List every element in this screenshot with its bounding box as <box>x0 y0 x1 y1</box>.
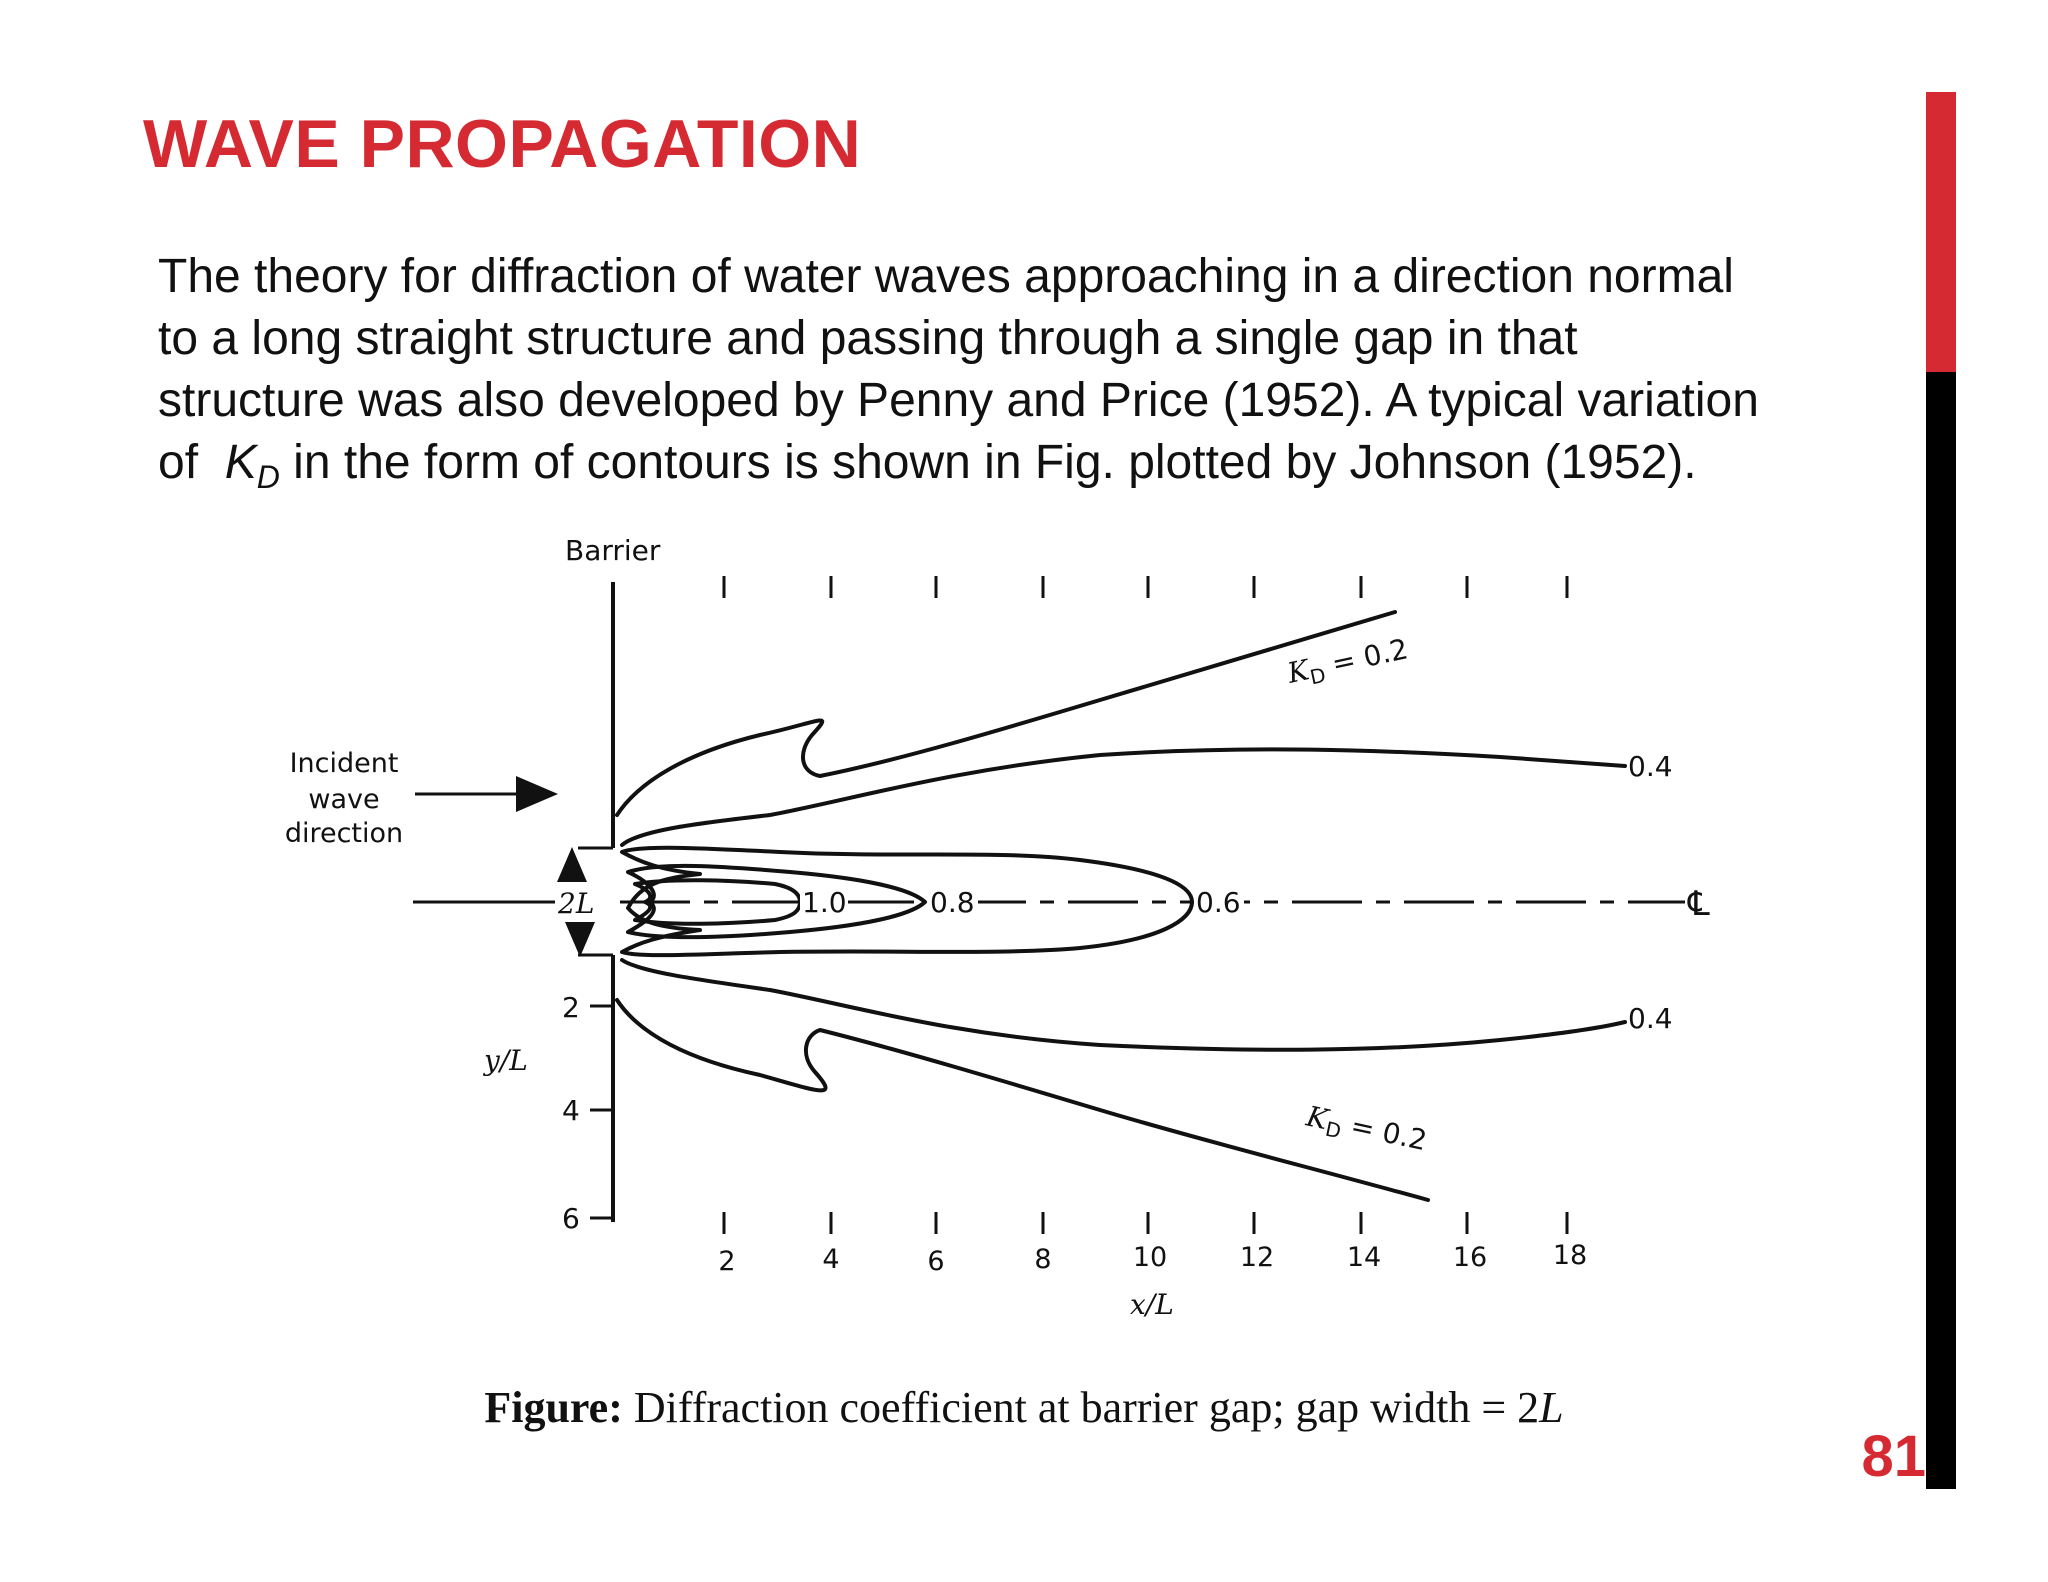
x-tick-label-4: 4 <box>822 1244 839 1275</box>
incident-label-line3: direction <box>285 818 403 849</box>
y-tick-label-4: 4 <box>562 1094 580 1127</box>
x-tick-label-2: 2 <box>718 1246 735 1277</box>
caption-prefix: Figure: <box>484 1383 623 1432</box>
incident-label-line2: wave <box>308 784 379 815</box>
contour-kd-02-lower <box>615 998 1430 1202</box>
label-bg-08 <box>928 886 978 918</box>
contour-label-04-lower: 0.4 <box>1628 1002 1673 1035</box>
accent-bar-red <box>1926 92 1956 372</box>
contour-label-06: 0.6 <box>1196 886 1241 919</box>
label-bg-06 <box>1194 886 1244 918</box>
kd-symbol: K <box>224 436 257 489</box>
x-axis-label: x/L <box>1130 1288 1174 1321</box>
caption-text: Diffraction coefficient at barrier gap; … <box>622 1383 1540 1432</box>
contour-06 <box>620 845 1194 958</box>
barrier-label: Barrier <box>565 534 661 567</box>
contour-04-lower <box>620 958 1627 1052</box>
contour-label-04-upper: 0.4 <box>1628 750 1673 783</box>
contour-kd-02-upper <box>615 610 1397 817</box>
body-line-1: The theory for diffraction of water wave… <box>158 250 1734 303</box>
body-line-3: structure was also developed by Penny an… <box>158 374 1759 427</box>
body-line-4-suffix: in the form of contours is shown in Fig.… <box>279 436 1697 489</box>
incident-label-line1: Incident <box>290 748 399 779</box>
label-bg-10 <box>800 886 848 918</box>
caption-variable: L <box>1539 1383 1564 1432</box>
x-tick-label-18: 18 <box>1553 1240 1587 1271</box>
x-tick-label-12: 12 <box>1240 1242 1274 1273</box>
x-tick-label-10: 10 <box>1133 1242 1167 1273</box>
contour-10 <box>633 878 802 926</box>
x-ticks-top <box>722 576 1569 598</box>
x-tick-label-6: 6 <box>927 1246 944 1277</box>
figure-caption: Figure: Diffraction coefficient at barri… <box>0 1382 2048 1433</box>
contour-label-kd-lower: KD = 0.2 <box>1302 1099 1430 1161</box>
body-line-4-prefix: of <box>158 436 225 489</box>
x-tick-label-14: 14 <box>1347 1242 1381 1273</box>
y-axis-label: y/L <box>482 1044 528 1077</box>
x-tick-label-16: 16 <box>1453 1242 1487 1273</box>
contour-04-upper <box>620 747 1627 847</box>
x-ticks-bottom <box>722 1212 1569 1234</box>
y-tick-label-2: 2 <box>562 991 580 1024</box>
accent-bar-black <box>1926 372 1956 1489</box>
body-paragraph: The theory for diffraction of water wave… <box>158 246 1918 494</box>
kd-subscript: D <box>256 459 280 495</box>
contour-label-10: 1.0 <box>802 886 847 919</box>
body-line-2: to a long straight structure and passing… <box>158 312 1578 365</box>
page-number: 81 <box>1861 1424 1926 1489</box>
contour-label-08: 0.8 <box>930 886 975 919</box>
slide-title: WAVE PROPAGATION <box>143 106 862 182</box>
x-tick-label-8: 8 <box>1034 1244 1051 1275</box>
y-tick-label-6: 6 <box>562 1202 580 1235</box>
centerline-symbol: ℄ <box>1687 884 1710 924</box>
gap-width-label: 2L <box>557 887 594 920</box>
contour-08 <box>626 863 927 940</box>
